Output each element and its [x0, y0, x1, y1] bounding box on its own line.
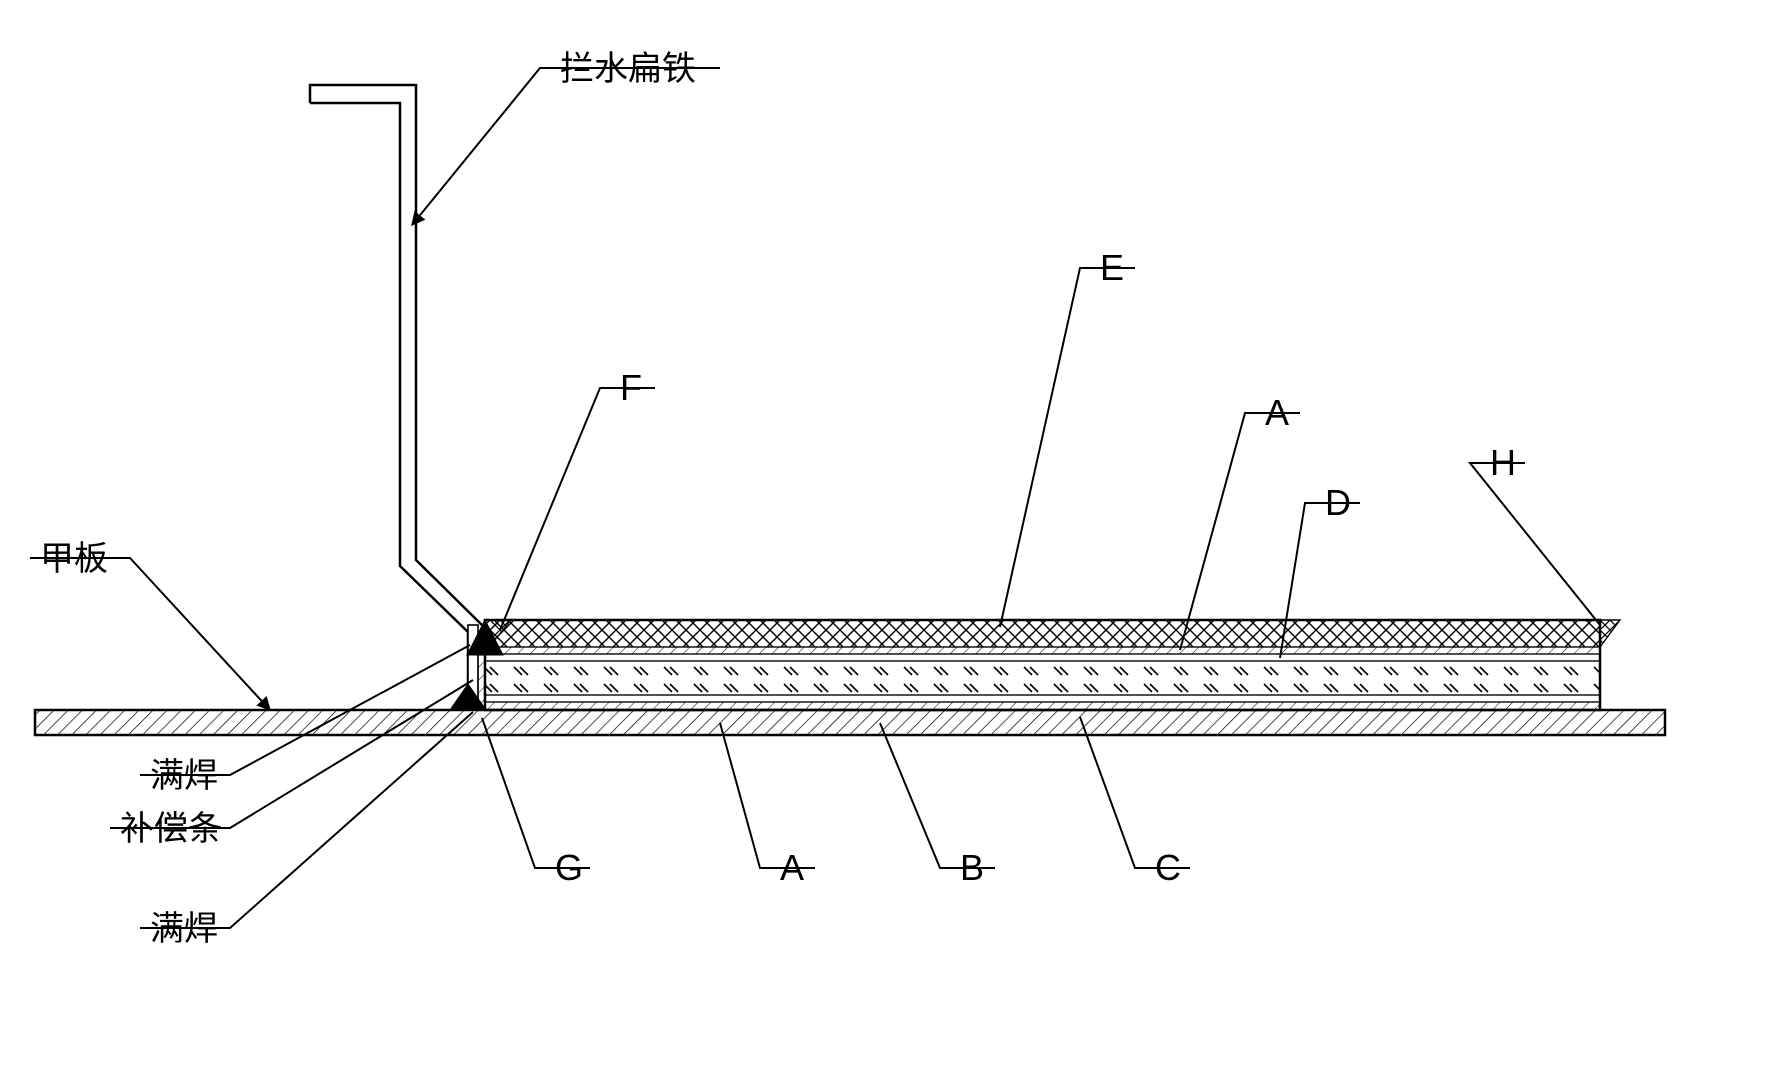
- label-A: A: [1265, 392, 1289, 433]
- label-weld_lower: 满焊: [150, 910, 218, 948]
- edge-wedge-H: [1600, 620, 1620, 647]
- leader-F: [500, 388, 655, 630]
- deck-plate: [35, 710, 1665, 735]
- label-B: B: [960, 847, 984, 888]
- leader-A: [1180, 413, 1300, 650]
- label-A2: A: [780, 847, 804, 888]
- label-comp: 补偿条: [120, 810, 222, 848]
- layer-A-top: [485, 647, 1600, 654]
- flat-iron-inner: [310, 103, 468, 710]
- leader-deck: [30, 558, 270, 710]
- label-G: G: [555, 847, 583, 888]
- leader-flatiron: [412, 68, 720, 225]
- label-deck: 甲板: [40, 540, 108, 578]
- layer-C: [485, 661, 1600, 695]
- leader-C: [1080, 717, 1190, 868]
- leader-G: [482, 718, 590, 868]
- leader-H: [1470, 463, 1600, 625]
- label-flatiron: 拦水扁铁: [560, 50, 696, 88]
- label-D: D: [1325, 482, 1351, 523]
- leader-comp: [110, 680, 473, 828]
- label-H: H: [1490, 442, 1516, 483]
- label-weld_upper: 满焊: [150, 757, 218, 795]
- label-F: F: [620, 367, 642, 408]
- leader-E: [1000, 268, 1135, 627]
- layer-D: [485, 654, 1600, 661]
- label-C: C: [1155, 847, 1181, 888]
- label-E: E: [1100, 247, 1124, 288]
- layer-B: [485, 695, 1600, 702]
- layer-E: [485, 620, 1600, 647]
